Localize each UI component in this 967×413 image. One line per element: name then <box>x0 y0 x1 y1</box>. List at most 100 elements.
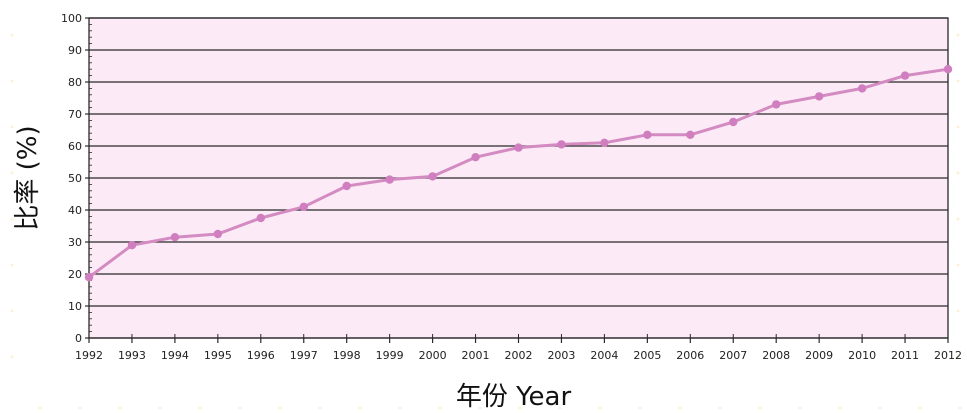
decor-dot <box>878 406 882 410</box>
x-tick-label: 1998 <box>333 349 361 362</box>
decor-dot <box>598 406 602 410</box>
decor-dot <box>38 406 42 410</box>
x-tick-label: 2009 <box>805 349 833 362</box>
x-tick-label: 1995 <box>204 349 232 362</box>
decor-dot <box>956 355 960 359</box>
data-point <box>342 181 351 191</box>
y-tick-label: 10 <box>68 300 82 313</box>
data-point <box>256 213 265 223</box>
decor-dot <box>10 355 14 359</box>
decor-dot <box>956 33 960 37</box>
decor-dot <box>398 406 402 410</box>
y-tick-label: 70 <box>68 108 82 121</box>
decor-dot <box>10 171 14 175</box>
x-tick-label: 2005 <box>633 349 661 362</box>
decor-dot <box>956 125 960 129</box>
x-tick-label: 2006 <box>676 349 704 362</box>
decor-dot <box>956 217 960 221</box>
decor-dot <box>956 309 960 313</box>
y-axis-title: 比率 (%) <box>13 125 43 230</box>
y-axis-ticks: 0 10 20 30 40 50 60 70 80 90 100 <box>61 12 92 345</box>
x-tick-label: 2000 <box>419 349 447 362</box>
decor-dot <box>956 171 960 175</box>
decor-dot <box>838 406 842 410</box>
y-tick-label: 90 <box>68 44 82 57</box>
x-tick-label: 1997 <box>290 349 318 362</box>
x-tick-label: 2003 <box>547 349 575 362</box>
decor-dot <box>518 406 522 410</box>
data-point <box>428 172 437 181</box>
x-tick-label: 2008 <box>762 349 790 362</box>
y-tick-label: 50 <box>68 172 82 185</box>
y-tick-label: 100 <box>61 12 82 25</box>
decor-dot <box>558 406 562 410</box>
x-tick-label: 2004 <box>590 349 618 362</box>
x-tick-label: 2012 <box>934 349 962 362</box>
data-point <box>814 92 824 101</box>
data-point <box>514 143 523 152</box>
y-tick-label: 0 <box>75 332 82 345</box>
data-point <box>772 100 781 109</box>
y-tick-label: 40 <box>68 204 82 217</box>
y-tick-label: 80 <box>68 76 82 89</box>
decor-dot <box>118 406 122 410</box>
decor-dot <box>958 406 962 410</box>
series <box>84 65 953 282</box>
data-point <box>643 130 652 139</box>
data-point <box>213 229 223 239</box>
decor-dot <box>478 406 482 410</box>
decor-dot <box>238 406 242 410</box>
decor-dot <box>78 406 82 410</box>
y-tick-label: 30 <box>68 236 82 249</box>
data-point <box>299 202 308 211</box>
data-point <box>686 130 695 139</box>
y-tick-label: 20 <box>68 268 82 281</box>
x-tick-label: 2011 <box>891 349 919 362</box>
data-point <box>600 138 609 147</box>
decor-dot <box>638 406 642 410</box>
data-point <box>127 241 137 250</box>
data-point <box>471 153 480 162</box>
x-tick-label: 2010 <box>848 349 876 362</box>
x-tick-label: 1993 <box>118 349 146 362</box>
data-point <box>385 175 394 184</box>
data-point <box>857 84 867 93</box>
data-point <box>900 71 910 80</box>
data-point <box>943 65 953 74</box>
y-tick-label: 60 <box>68 140 82 153</box>
decor-dot <box>358 406 362 410</box>
x-axis-ticks: 1992 1993 1994 1995 1996 1997 1998 1999 2000 2001… <box>75 334 962 362</box>
decor-dot <box>10 79 14 83</box>
x-tick-label: 1996 <box>247 349 275 362</box>
decor-dot <box>438 406 442 410</box>
decor-dot <box>718 406 722 410</box>
x-tick-label: 1992 <box>75 349 103 362</box>
decor-dot <box>10 125 14 129</box>
data-point <box>170 233 180 242</box>
decor-dot <box>198 406 202 410</box>
data-point <box>557 140 566 149</box>
decor-dot <box>678 406 682 410</box>
decor-dot <box>10 33 14 37</box>
x-tick-label: 2007 <box>719 349 747 362</box>
x-tick-label: 2002 <box>505 349 533 362</box>
decor-dot <box>10 309 14 313</box>
decor-dot <box>278 406 282 410</box>
decor-dot <box>918 406 922 410</box>
decor-dot <box>318 406 322 410</box>
gridlines <box>89 17 948 339</box>
x-tick-label: 1999 <box>376 349 404 362</box>
decor-dot <box>758 406 762 410</box>
decor-dot <box>158 406 162 410</box>
decor-dot <box>956 263 960 267</box>
x-tick-label: 1994 <box>161 349 189 362</box>
decor-dot <box>798 406 802 410</box>
x-tick-label: 2001 <box>462 349 490 362</box>
decor-dot <box>956 79 960 83</box>
data-point <box>729 117 738 127</box>
decor-dot <box>10 263 14 267</box>
background-dots <box>10 33 962 410</box>
data-point <box>84 273 94 282</box>
